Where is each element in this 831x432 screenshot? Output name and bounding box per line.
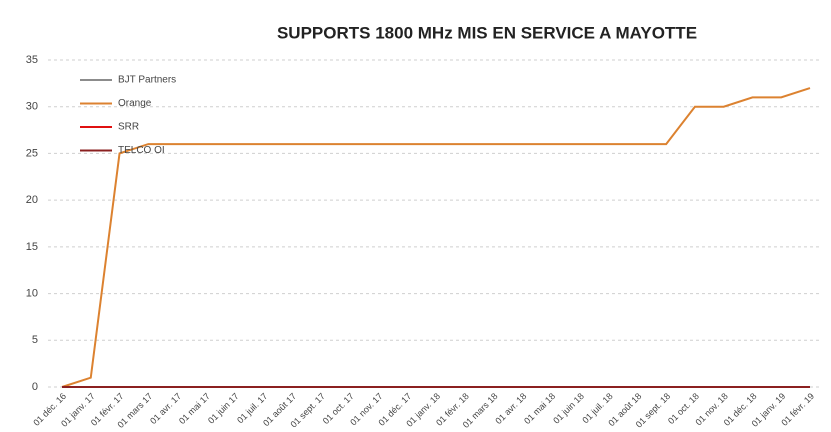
y-tick-label: 10 <box>26 287 38 299</box>
y-tick-label: 35 <box>26 54 38 66</box>
legend-label: TELCO OI <box>118 145 165 156</box>
y-tick-label: 30 <box>26 101 38 113</box>
legend-label: SRR <box>118 122 139 133</box>
y-tick-label: 0 <box>32 381 38 393</box>
y-tick-label: 15 <box>26 241 38 253</box>
y-tick-label: 20 <box>26 194 38 206</box>
y-tick-label: 25 <box>26 147 38 159</box>
y-tick-label: 5 <box>32 334 38 346</box>
series-line <box>61 87 811 388</box>
legend-label: Orange <box>118 98 152 109</box>
chart-title: SUPPORTS 1800 MHz MIS EN SERVICE A MAYOT… <box>277 23 697 42</box>
legend-label: BJT Partners <box>118 75 176 86</box>
